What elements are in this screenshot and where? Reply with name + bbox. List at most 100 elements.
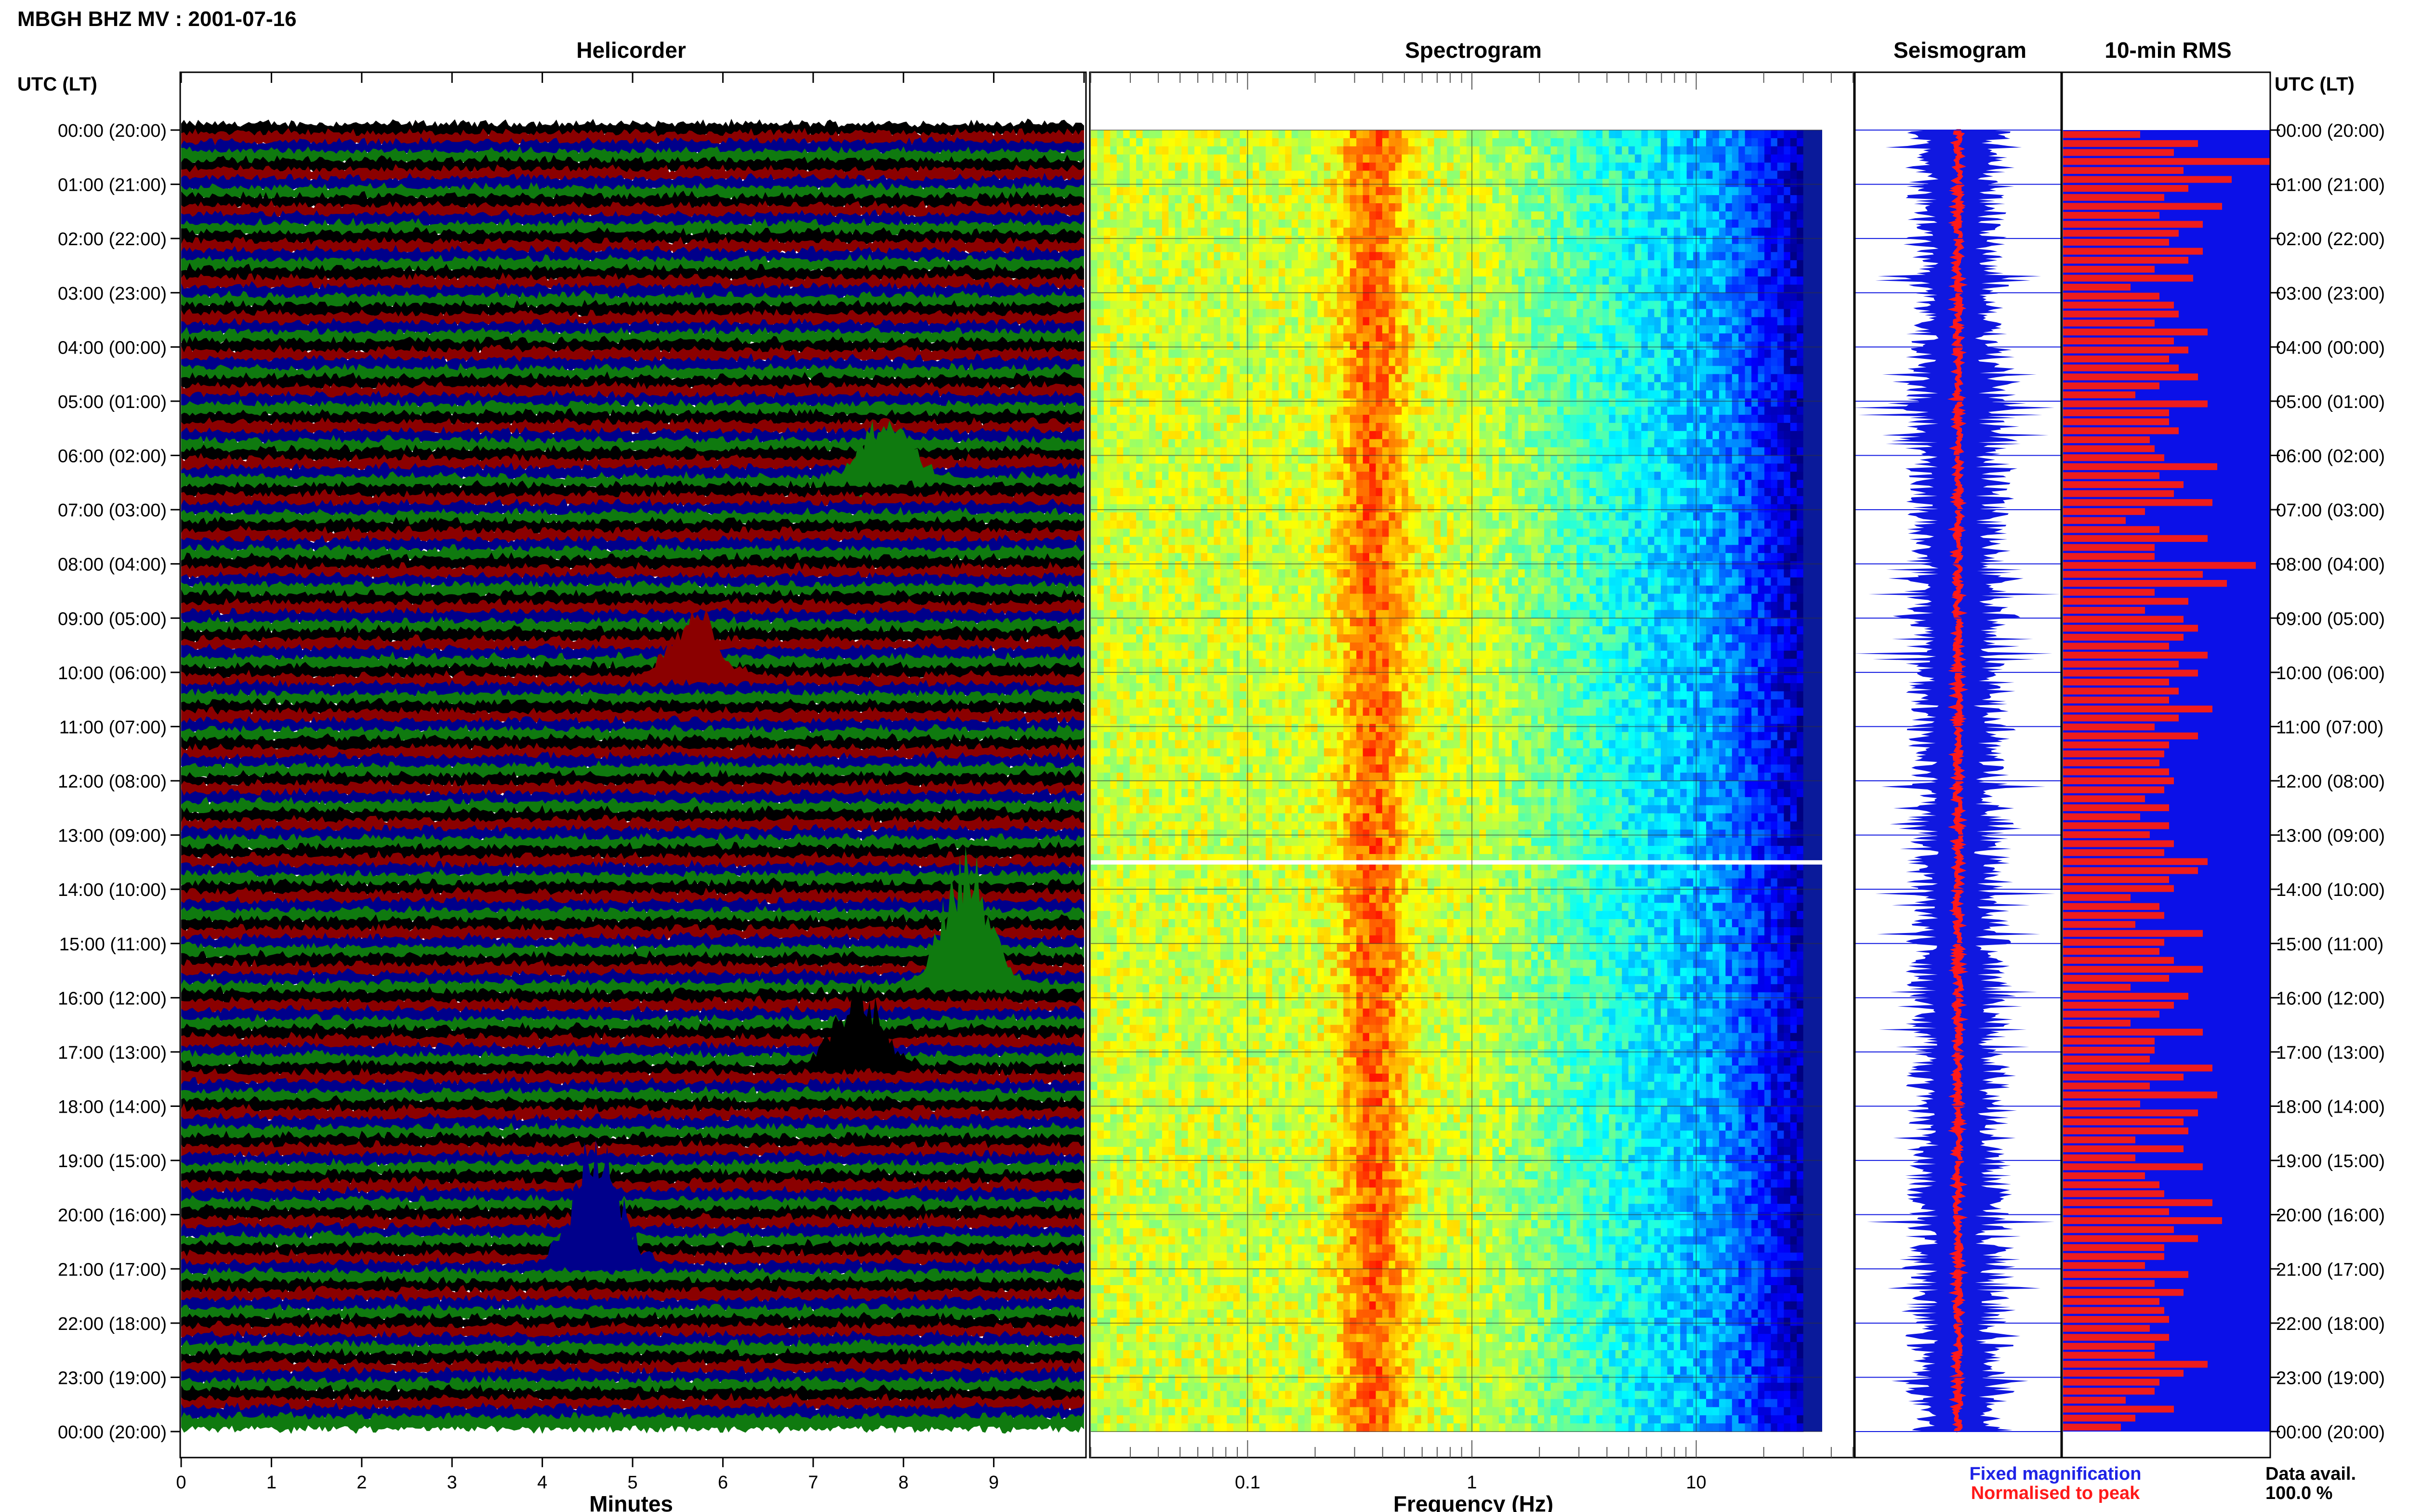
spectrogram-cell bbox=[1537, 447, 1545, 456]
spectrogram-cell bbox=[1453, 138, 1460, 147]
spectrogram-cell bbox=[1784, 301, 1791, 310]
spectrogram-cell bbox=[1220, 333, 1228, 342]
spectrogram-cell bbox=[1576, 195, 1584, 204]
spectrogram-cell bbox=[1622, 333, 1629, 342]
spectrogram-cell bbox=[1460, 268, 1467, 277]
spectrogram-cell bbox=[1589, 171, 1597, 179]
spectrogram-cell bbox=[1097, 455, 1104, 464]
spectrogram-cell bbox=[1149, 146, 1156, 155]
spectrogram-cell bbox=[1415, 252, 1422, 261]
spectrogram-cell bbox=[1304, 325, 1311, 334]
spectrogram-cell bbox=[1434, 415, 1441, 423]
spectrogram-cell bbox=[1635, 195, 1642, 204]
spectrogram-cell bbox=[1376, 333, 1383, 342]
spectrogram-cell bbox=[1402, 390, 1409, 399]
spectrogram-cell bbox=[1583, 472, 1590, 480]
spectrogram-cell bbox=[1667, 138, 1674, 147]
spectrogram-cell bbox=[1719, 260, 1726, 269]
spectrogram-cell bbox=[1602, 333, 1610, 342]
spectrogram-cell bbox=[1596, 130, 1603, 139]
spectrogram-cell bbox=[1492, 146, 1499, 155]
spectrogram-cell bbox=[1376, 179, 1383, 187]
spectrogram-cell bbox=[1447, 480, 1454, 488]
spectrogram-cell bbox=[1408, 431, 1415, 440]
spectrogram-cell bbox=[1123, 309, 1130, 317]
spectrogram-cell bbox=[1201, 203, 1208, 212]
spectrogram-cell bbox=[1524, 236, 1532, 244]
spectrogram-cell bbox=[1764, 325, 1772, 334]
spectrogram-cell bbox=[1350, 431, 1357, 440]
spectrogram-cell bbox=[1110, 179, 1117, 187]
spectrogram-cell bbox=[1194, 382, 1202, 391]
spectrogram-cell bbox=[1544, 154, 1551, 163]
spectrogram-cell bbox=[1291, 439, 1298, 448]
spectrogram-cell bbox=[1266, 342, 1273, 350]
spectrogram-cell bbox=[1091, 130, 1098, 139]
spectrogram-cell bbox=[1434, 260, 1441, 269]
spectrogram-cell bbox=[1291, 154, 1298, 163]
spectrogram-cell bbox=[1511, 130, 1519, 139]
spectrogram-cell bbox=[1725, 252, 1733, 261]
spectrogram-cell bbox=[1428, 309, 1435, 317]
spectrogram-cell bbox=[1479, 309, 1486, 317]
spectrogram-cell bbox=[1745, 309, 1752, 317]
spectrogram-cell bbox=[1311, 146, 1318, 155]
spectrogram-cell bbox=[1557, 390, 1564, 399]
spectrogram-cell bbox=[1732, 407, 1739, 415]
spectrogram-cell bbox=[1738, 130, 1746, 139]
spectrogram-cell bbox=[1369, 374, 1377, 383]
spectrogram-cell bbox=[1330, 439, 1337, 448]
spectrogram-cell bbox=[1615, 162, 1623, 171]
spectrogram-cell bbox=[1492, 260, 1499, 269]
spectrogram-cell bbox=[1201, 211, 1208, 220]
spectrogram-cell bbox=[1479, 472, 1486, 480]
spectrogram-cell bbox=[1654, 382, 1661, 391]
spectrogram-cell bbox=[1706, 252, 1713, 261]
spectrogram-cell bbox=[1149, 472, 1156, 480]
spectrogram-cell bbox=[1576, 292, 1584, 302]
spectrogram-cell bbox=[1790, 195, 1797, 204]
spectrogram-cell bbox=[1175, 382, 1182, 391]
spectrogram-cell bbox=[1415, 195, 1422, 204]
spectrogram-cell bbox=[1648, 227, 1655, 237]
spectrogram-cell bbox=[1511, 472, 1519, 480]
spectrogram-cell bbox=[1395, 317, 1402, 326]
spectrogram-cell bbox=[1576, 480, 1584, 488]
spectrogram-cell bbox=[1175, 463, 1182, 472]
spectrogram-cell bbox=[1259, 342, 1266, 350]
spectrogram-cell bbox=[1738, 276, 1746, 285]
spectrogram-cell bbox=[1725, 227, 1733, 237]
spectrogram-cell bbox=[1220, 268, 1228, 277]
spectrogram-cell bbox=[1531, 317, 1538, 326]
spectrogram-cell bbox=[1298, 431, 1305, 440]
spectrogram-cell bbox=[1771, 447, 1778, 456]
spectrogram-cell bbox=[1136, 203, 1143, 212]
spectrogram-cell bbox=[1421, 219, 1428, 228]
spectrogram-cell bbox=[1706, 130, 1713, 139]
spectrogram-cell bbox=[1188, 284, 1195, 293]
spectrogram-cell bbox=[1654, 398, 1661, 407]
spectrogram-cell bbox=[1142, 292, 1150, 302]
spectrogram-cell bbox=[1110, 325, 1117, 334]
spectrogram-cell bbox=[1648, 211, 1655, 220]
spectrogram-cell bbox=[1745, 390, 1752, 399]
spectrogram-cell bbox=[1272, 382, 1279, 391]
spectrogram-cell bbox=[1531, 407, 1538, 415]
spectrogram-cell bbox=[1628, 390, 1635, 399]
spectrogram-cell bbox=[1188, 301, 1195, 310]
spectrogram-cell bbox=[1615, 244, 1623, 252]
spectrogram-cell bbox=[1259, 480, 1266, 488]
spectrogram-cell bbox=[1531, 463, 1538, 472]
helicorder-trace bbox=[181, 420, 1084, 559]
spectrogram-cell bbox=[1673, 463, 1681, 472]
spectrogram-cell bbox=[1129, 252, 1137, 261]
spectrogram-cell bbox=[1596, 325, 1603, 334]
spectrogram-cell bbox=[1680, 350, 1687, 358]
spectrogram-cell bbox=[1259, 357, 1266, 367]
spectrogram-cell bbox=[1317, 138, 1324, 147]
spectrogram-cell bbox=[1272, 357, 1279, 367]
spectrogram-cell bbox=[1563, 268, 1571, 277]
spectrogram-cell bbox=[1479, 398, 1486, 407]
spectrogram-cell bbox=[1797, 333, 1804, 342]
helicorder-trace bbox=[181, 923, 1084, 946]
